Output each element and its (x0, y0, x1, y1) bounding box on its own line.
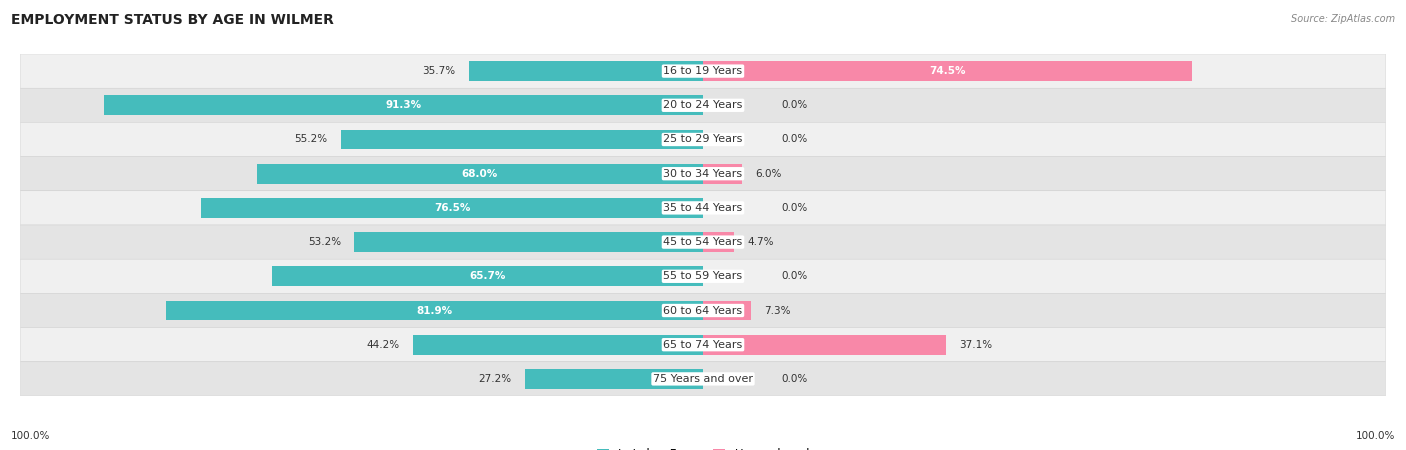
Bar (340, 130, 703, 149)
Bar (413, 335, 703, 355)
Text: 25 to 29 Years: 25 to 29 Years (664, 135, 742, 144)
Text: 0.0%: 0.0% (782, 100, 808, 110)
FancyBboxPatch shape (21, 259, 1385, 293)
FancyBboxPatch shape (21, 157, 1385, 191)
Text: 45 to 54 Years: 45 to 54 Years (664, 237, 742, 247)
FancyBboxPatch shape (21, 293, 1385, 328)
Bar (166, 301, 703, 320)
Text: 44.2%: 44.2% (367, 340, 399, 350)
Bar (104, 95, 703, 115)
Text: 27.2%: 27.2% (478, 374, 512, 384)
Text: 37.1%: 37.1% (959, 340, 993, 350)
Text: 65 to 74 Years: 65 to 74 Years (664, 340, 742, 350)
Text: 0.0%: 0.0% (782, 271, 808, 281)
FancyBboxPatch shape (21, 88, 1385, 122)
FancyBboxPatch shape (21, 328, 1385, 362)
Text: 65.7%: 65.7% (470, 271, 506, 281)
FancyBboxPatch shape (21, 122, 1385, 157)
FancyBboxPatch shape (21, 54, 1385, 88)
Text: 55.2%: 55.2% (295, 135, 328, 144)
Text: 81.9%: 81.9% (416, 306, 453, 315)
Text: 0.0%: 0.0% (782, 203, 808, 213)
Text: 20 to 24 Years: 20 to 24 Years (664, 100, 742, 110)
Text: 74.5%: 74.5% (929, 66, 966, 76)
Text: 4.7%: 4.7% (747, 237, 773, 247)
Bar (257, 164, 703, 184)
Bar (703, 232, 734, 252)
Text: Source: ZipAtlas.com: Source: ZipAtlas.com (1291, 14, 1395, 23)
Text: 55 to 59 Years: 55 to 59 Years (664, 271, 742, 281)
FancyBboxPatch shape (21, 191, 1385, 225)
Bar (703, 61, 1192, 81)
Text: 76.5%: 76.5% (434, 203, 470, 213)
Bar (354, 232, 703, 252)
Text: 6.0%: 6.0% (755, 169, 782, 179)
Text: 16 to 19 Years: 16 to 19 Years (664, 66, 742, 76)
Text: EMPLOYMENT STATUS BY AGE IN WILMER: EMPLOYMENT STATUS BY AGE IN WILMER (11, 14, 335, 27)
Text: 60 to 64 Years: 60 to 64 Years (664, 306, 742, 315)
Bar (703, 164, 742, 184)
Text: 30 to 34 Years: 30 to 34 Years (664, 169, 742, 179)
Legend: In Labor Force, Unemployed: In Labor Force, Unemployed (592, 443, 814, 450)
Text: 0.0%: 0.0% (782, 135, 808, 144)
Text: 68.0%: 68.0% (461, 169, 498, 179)
FancyBboxPatch shape (21, 225, 1385, 259)
Text: 0.0%: 0.0% (782, 374, 808, 384)
Text: 35 to 44 Years: 35 to 44 Years (664, 203, 742, 213)
Bar (201, 198, 703, 218)
Bar (271, 266, 703, 286)
Text: 91.3%: 91.3% (385, 100, 422, 110)
Bar (703, 301, 751, 320)
Bar (468, 61, 703, 81)
Bar (703, 335, 946, 355)
Text: 53.2%: 53.2% (308, 237, 340, 247)
FancyBboxPatch shape (21, 362, 1385, 396)
Bar (524, 369, 703, 389)
Text: 100.0%: 100.0% (1355, 431, 1395, 441)
Text: 100.0%: 100.0% (11, 431, 51, 441)
Text: 75 Years and over: 75 Years and over (652, 374, 754, 384)
Text: 35.7%: 35.7% (423, 66, 456, 76)
Text: 7.3%: 7.3% (763, 306, 790, 315)
